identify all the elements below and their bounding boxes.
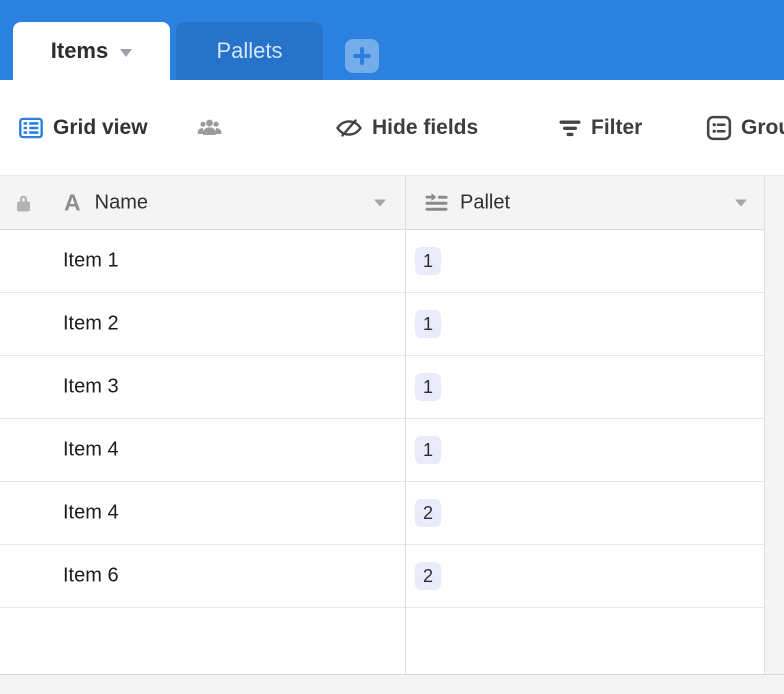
group-label: Group [741, 115, 784, 139]
tab-items[interactable]: Items [13, 22, 170, 80]
column-name-dropdown-icon[interactable] [374, 199, 386, 206]
column-divider[interactable] [405, 176, 406, 674]
tab-items-label: Items [50, 38, 109, 63]
view-toolbar: Grid view Hide fields [0, 80, 784, 175]
table-row[interactable] [0, 608, 765, 667]
grid-right-gutter [765, 176, 784, 674]
collaborators-button[interactable] [196, 116, 223, 140]
pallet-badge[interactable]: 2 [415, 499, 442, 527]
column-header-pallet[interactable]: Pallet [424, 191, 510, 214]
add-table-button[interactable] [345, 39, 379, 73]
grid-view-button[interactable]: Grid view [18, 115, 148, 141]
lock-icon [15, 193, 32, 212]
tab-bar: Items Pallets [0, 0, 784, 80]
grid-rows: Item 1 1 Item 2 1 Item 3 1 Item 4 1 Item… [0, 230, 765, 667]
grid-view: A Name Pallet Item 1 [0, 175, 784, 675]
filter-icon [558, 116, 582, 140]
cell-name-text[interactable]: Item 4 [63, 501, 119, 524]
column-pallet-label: Pallet [460, 191, 511, 213]
cell-name-text[interactable]: Item 6 [63, 564, 119, 587]
table-row[interactable]: Item 6 2 [0, 545, 765, 608]
pallet-badge[interactable]: 1 [415, 310, 442, 338]
pallet-badge[interactable]: 2 [415, 562, 442, 590]
pallet-badge[interactable]: 1 [415, 247, 442, 275]
pallet-badge[interactable]: 1 [415, 373, 442, 401]
filter-button[interactable]: Filter [558, 116, 642, 140]
column-pallet-dropdown-icon[interactable] [735, 199, 747, 206]
hide-fields-label: Hide fields [372, 115, 479, 139]
cell-name-text[interactable]: Item 2 [63, 312, 119, 335]
eye-slash-icon [335, 116, 363, 140]
text-field-icon: A [64, 189, 81, 215]
column-divider[interactable] [764, 176, 765, 674]
group-icon [706, 115, 732, 141]
filter-label: Filter [591, 115, 643, 139]
tab-pallets[interactable]: Pallets [176, 22, 323, 80]
table-row[interactable]: Item 2 1 [0, 293, 765, 356]
cell-name-text[interactable]: Item 4 [63, 438, 119, 461]
group-button[interactable]: Group [706, 115, 784, 141]
view-name-label: Grid view [53, 115, 148, 139]
plus-icon [359, 47, 365, 65]
table-row[interactable]: Item 1 1 [0, 230, 765, 293]
tab-pallets-label: Pallets [216, 38, 283, 63]
cell-name-text[interactable]: Item 1 [63, 249, 119, 272]
collaborators-icon [196, 116, 223, 140]
table-row[interactable]: Item 3 1 [0, 356, 765, 419]
hide-fields-button[interactable]: Hide fields [335, 116, 478, 140]
below-grid-area [0, 675, 784, 694]
chevron-down-icon[interactable] [120, 48, 133, 57]
linked-record-icon [424, 192, 449, 213]
cell-name-text[interactable]: Item 3 [63, 375, 119, 398]
grid-header-row: A Name Pallet [0, 176, 784, 230]
pallet-badge[interactable]: 1 [415, 436, 442, 464]
column-name-label: Name [94, 191, 148, 213]
table-row[interactable]: Item 4 1 [0, 419, 765, 482]
grid-view-icon [18, 115, 44, 141]
column-header-name[interactable]: A Name [64, 189, 148, 216]
table-row[interactable]: Item 4 2 [0, 482, 765, 545]
